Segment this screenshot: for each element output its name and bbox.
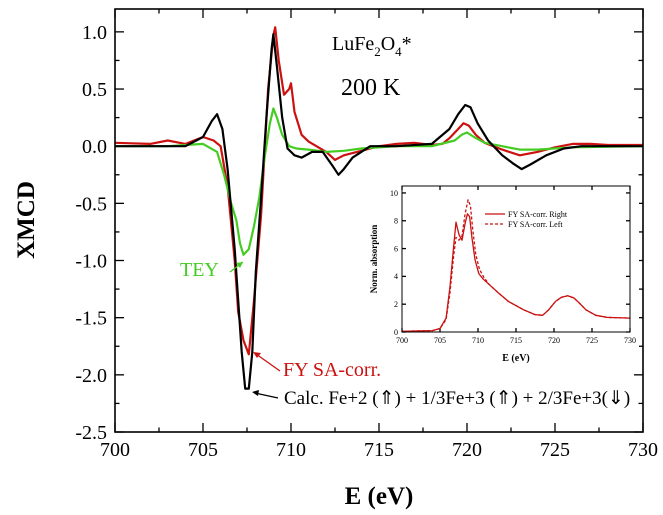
inset-y-tick-label: 4 (394, 272, 398, 281)
inset-y-tick-label: 0 (394, 328, 398, 337)
inset-x-tick-label: 700 (396, 336, 408, 345)
fy-arrow-head (253, 352, 261, 358)
temperature-label: 200 K (341, 75, 401, 101)
main-y-tick-label: 1.0 (82, 22, 107, 44)
inset-legend-label-left: FY SA-corr. Left (508, 220, 563, 229)
main-x-ticks: 700 705 710 715 720 725 730 (100, 9, 658, 461)
main-series-calc (115, 33, 643, 390)
main-y-tick-label: -1.0 (75, 251, 107, 273)
inset-x-tick-label: 715 (510, 336, 522, 345)
main-x-axis-title: E (eV) (345, 483, 414, 510)
main-y-tick-label: 0.5 (82, 79, 107, 101)
main-y-tick-label: 0.0 (82, 136, 107, 158)
main-y-tick-label: -2.0 (75, 365, 107, 387)
main-y-axis-title: XMCD (13, 181, 40, 259)
main-y-tick-label: -1.5 (75, 308, 107, 330)
main-y-ticks: 1.0 0.5 0.0 -0.5 -1.0 -1.5 -2.0 -2.5 (75, 22, 643, 444)
inset-y-tick-label: 2 (394, 300, 398, 309)
tey-label: TEY (180, 259, 219, 281)
fy-arrow-line (255, 353, 281, 372)
inset-y-axis-title: Norm. absorption (369, 225, 379, 294)
calc-arrow-line (254, 392, 279, 399)
inset-x-tick-label: 720 (548, 336, 560, 345)
inset-plot-frame (401, 185, 631, 333)
inset-x-tick-label: 730 (624, 336, 636, 345)
main-x-tick-label: 710 (276, 439, 306, 461)
inset-legend-label-right: FY SA-corr. Right (508, 210, 568, 219)
inset-legend: FY SA-corr. Right FY SA-corr. Left (485, 210, 568, 229)
inset-y-tick-label: 6 (394, 244, 398, 253)
main-series-lines (114, 26, 644, 390)
inset-y-tick-label: 8 (394, 217, 398, 226)
tey-arrow-head (236, 262, 243, 268)
inset-x-tick-label: 725 (586, 336, 598, 345)
calc-arrow-head (252, 390, 259, 396)
inset-background (369, 181, 639, 366)
main-x-tick-label: 720 (452, 439, 482, 461)
inset-x-tick-label: 710 (472, 336, 484, 345)
inset-x-tick-label: 705 (434, 336, 446, 345)
main-y-tick-label: -2.5 (75, 422, 107, 444)
main-y-tick-label: -0.5 (75, 193, 107, 215)
main-plot-frame (114, 8, 644, 433)
main-x-tick-label: 725 (540, 439, 570, 461)
inset-series-fy-sa-corr-left (401, 199, 631, 332)
main-x-tick-label: 715 (364, 439, 394, 461)
fy-label: FY SA-corr. (283, 359, 381, 381)
calc-label: Calc. Fe+2 (⇑) + 1/3Fe+3 (⇑) + 2/3Fe+3(⇓… (284, 388, 630, 409)
compound-label: LuFe2O4* (332, 33, 412, 59)
inset-y-ticks: 0 2 4 6 8 10 (390, 189, 630, 337)
inset-series-lines (401, 199, 631, 332)
inset-x-axis-title: E (eV) (502, 353, 530, 364)
main-x-tick-label: 700 (100, 439, 130, 461)
main-series-tey (115, 107, 644, 256)
main-x-tick-label: 730 (628, 439, 658, 461)
main-x-tick-label: 705 (188, 439, 218, 461)
inset-y-tick-label: 10 (390, 189, 398, 198)
